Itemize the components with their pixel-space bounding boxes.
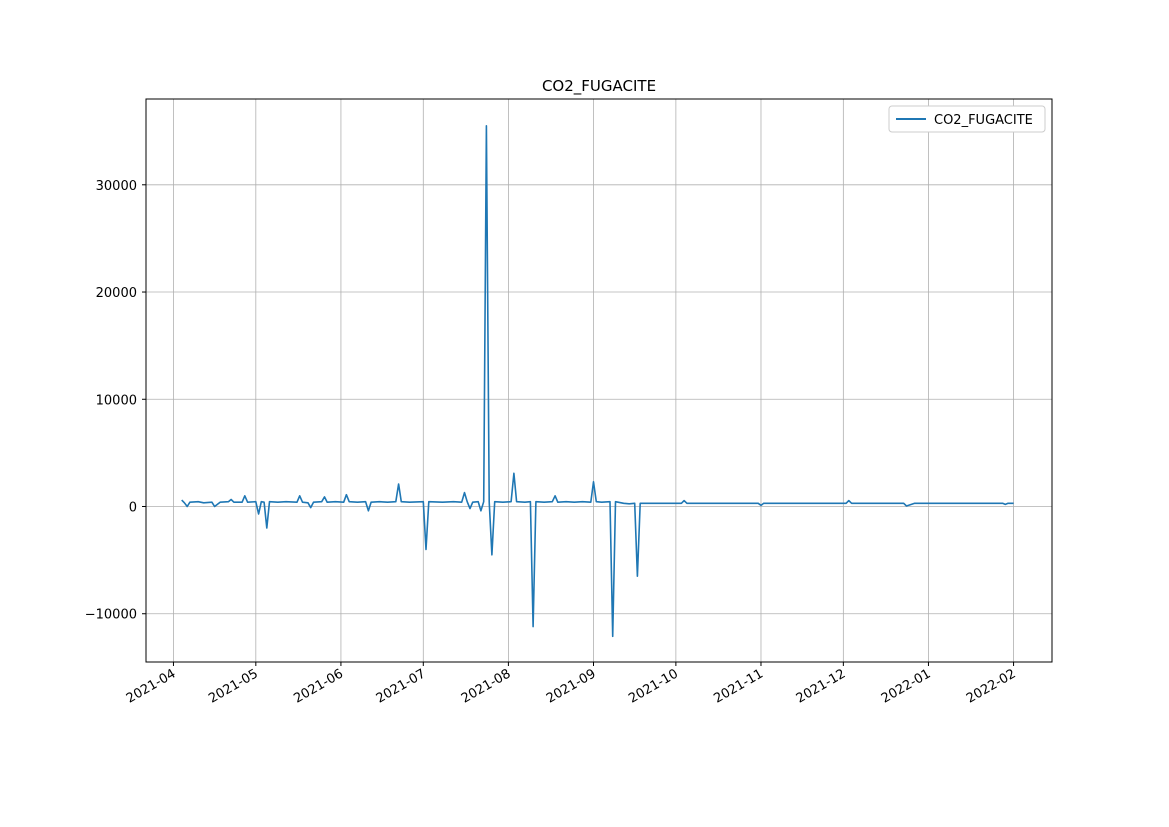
x-tick-label: 2021-12 [794, 666, 849, 706]
x-tick-label: 2021-07 [374, 666, 429, 706]
legend-box [888, 105, 1046, 133]
x-axis: 2021-04 2021-05 2021-06 2021-07 2021-08 2021-… [124, 662, 1019, 707]
y-tick-label: −10000 [85, 608, 137, 623]
x-tick-label: 2021-10 [626, 666, 681, 706]
grid [146, 99, 1052, 662]
y-tick-label: 30000 [96, 179, 137, 194]
x-tick-label: 2021-11 [711, 666, 766, 706]
series-layer [181, 125, 1014, 638]
x-tick-label: 2021-09 [544, 666, 599, 706]
x-tick-label: 2021-06 [291, 666, 346, 706]
plot-frame [145, 98, 1053, 663]
y-tick-label: 10000 [96, 393, 137, 408]
x-tick-label: 2021-08 [459, 666, 514, 706]
y-tick-label: 20000 [96, 286, 137, 301]
x-tick-label: 2022-01 [879, 666, 934, 706]
chart-title: CO2_FUGACITE [542, 77, 656, 96]
x-tick-label: 2021-05 [206, 666, 261, 706]
legend-label: CO2_FUGACITE [934, 113, 1033, 128]
x-tick-label: 2022-02 [964, 666, 1019, 706]
y-tick-label: 0 [129, 501, 137, 516]
x-tick-label: 2021-04 [124, 666, 179, 706]
y-axis: −10000 0 10000 20000 30000 [85, 179, 146, 623]
legend: CO2_FUGACITE [888, 105, 1046, 133]
series-line-co2-fugacite [181, 125, 1014, 638]
